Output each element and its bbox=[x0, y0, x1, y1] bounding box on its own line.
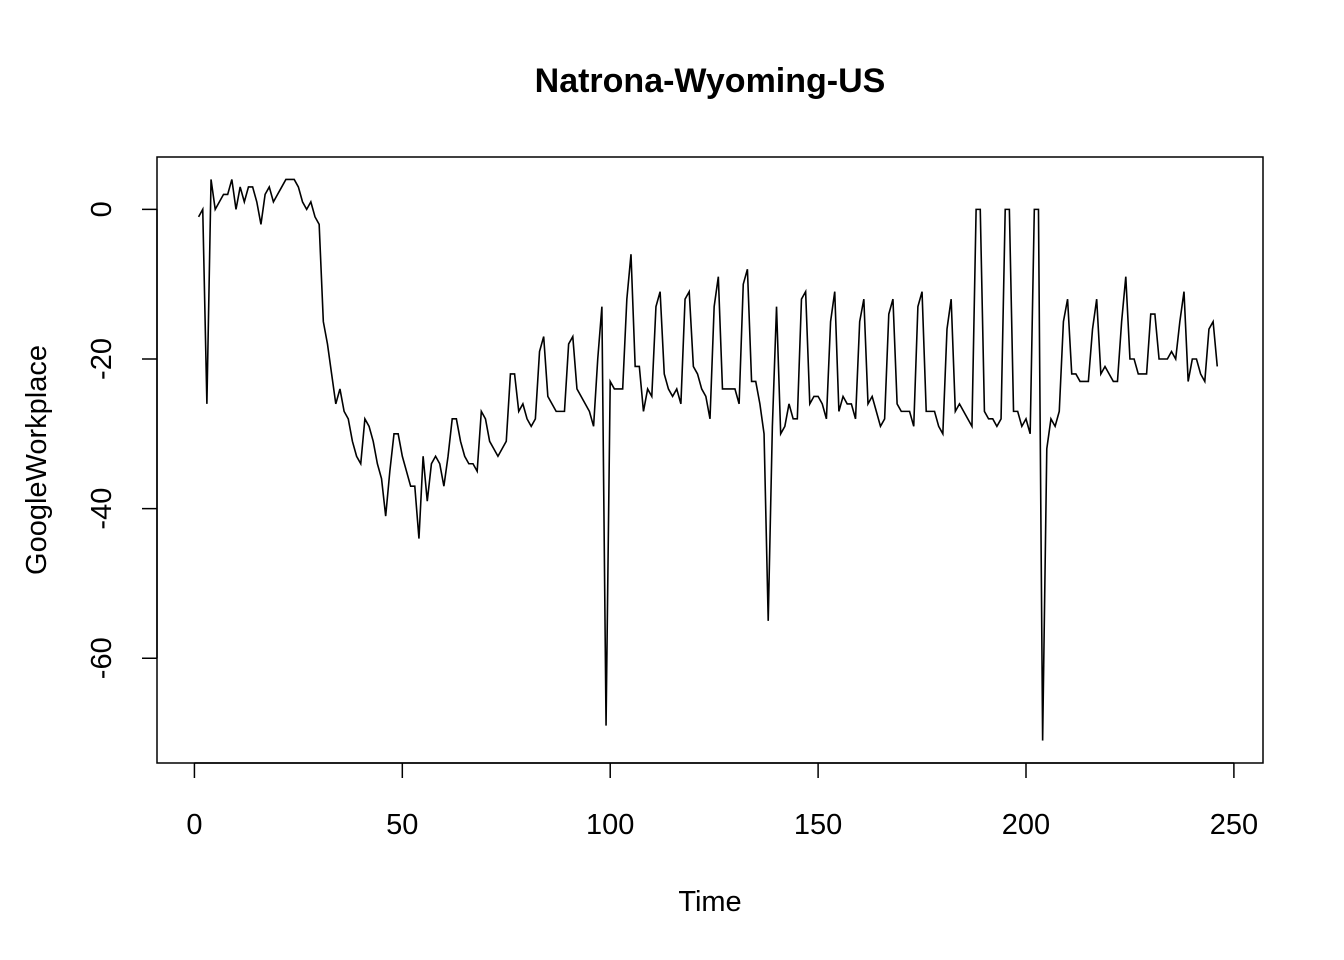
chart-title: Natrona-Wyoming-US bbox=[535, 62, 886, 100]
series-line bbox=[197, 178, 1219, 741]
x-tick-label: 150 bbox=[794, 809, 842, 841]
x-tick-label: 250 bbox=[1210, 809, 1258, 841]
x-tick-label: 0 bbox=[186, 809, 202, 841]
y-axis: 0 -20 -40 -60 bbox=[86, 201, 158, 679]
x-tick-label: 200 bbox=[1002, 809, 1050, 841]
y-tick-label: -60 bbox=[86, 637, 118, 679]
x-axis: 0 50 100 150 200 250 bbox=[186, 762, 1258, 841]
plot-frame bbox=[156, 156, 1264, 764]
y-tick-label: -20 bbox=[86, 338, 118, 380]
x-axis-label: Time bbox=[678, 886, 741, 918]
y-axis-label: GoogleWorkplace bbox=[21, 345, 53, 575]
x-tick-label: 100 bbox=[586, 809, 634, 841]
y-tick-label: 0 bbox=[86, 201, 118, 217]
y-tick-label: -40 bbox=[86, 488, 118, 530]
x-tick-label: 50 bbox=[386, 809, 418, 841]
